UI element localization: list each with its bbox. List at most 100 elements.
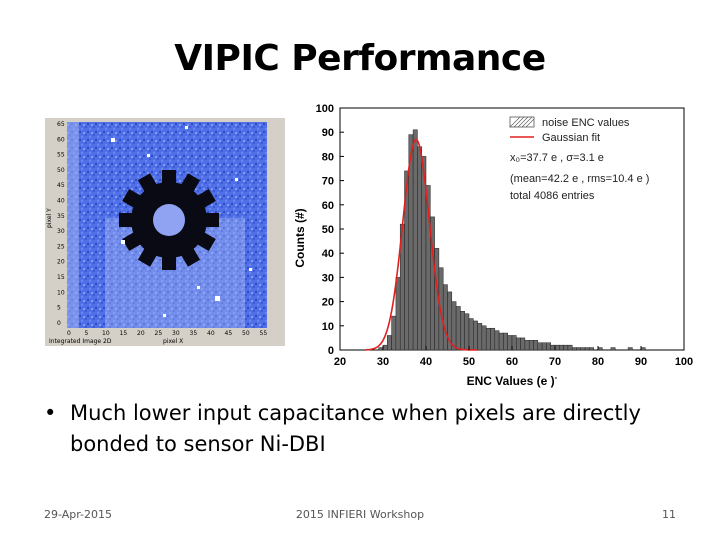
x-tick-label: 60 [506, 356, 518, 368]
histogram-bin [537, 342, 543, 351]
histogram-bin [473, 320, 478, 351]
histogram-bin [541, 342, 547, 351]
xray-x-tick-label: 30 [172, 330, 180, 337]
xray-caption: Integrated Image 2D [49, 338, 112, 345]
histogram-bin [395, 277, 401, 351]
xray-y-tick-label: 40 [57, 198, 65, 205]
histogram-bin [391, 315, 397, 351]
histogram-bin [511, 335, 517, 351]
histogram-bin [589, 347, 594, 351]
footer-date: 29-Apr-2015 [44, 508, 113, 521]
histogram-bin [640, 347, 646, 351]
histogram-bin [550, 344, 556, 351]
enc-histogram: 0 10 20 30 40 50 60 70 80 90 100 20 30 40 50 60 70 80 90 1… [293, 103, 693, 388]
xray-x-tick-label: 20 [137, 330, 145, 337]
histogram-bin [559, 344, 564, 351]
bullet-point: • Much lower input capacitance when pixe… [44, 398, 684, 460]
xray-y-tick-label: 10 [57, 289, 65, 296]
x-tick-label: 80 [592, 356, 604, 368]
bullet-text: Much lower input capacitance when pixels… [70, 401, 641, 456]
histogram-bin [477, 323, 483, 351]
slide-title: VIPIC Performance [174, 38, 546, 79]
histogram-bin [610, 347, 616, 351]
histogram-bin [490, 327, 496, 351]
y-tick-label: 60 [322, 200, 334, 212]
y-tick-label: 80 [322, 151, 334, 163]
xray-y-axis-label: pixel Y [46, 208, 53, 228]
histogram-bin [498, 332, 504, 351]
hot-pixels [111, 126, 252, 317]
histogram-bin [412, 129, 418, 351]
y-tick-label: 100 [316, 103, 334, 115]
histogram-bin [571, 347, 577, 351]
xray-y-tick-label: 20 [57, 259, 65, 266]
xray-x-tick-label: 10 [102, 330, 110, 337]
y-tick-label: 20 [322, 297, 334, 309]
histogram-bin [584, 347, 590, 351]
histogram-bin [503, 332, 508, 351]
x-tick-label: 100 [675, 356, 693, 368]
histogram-bin [387, 335, 392, 351]
histogram-bin [378, 347, 384, 351]
xray-x-tick-label: 40 [207, 330, 215, 337]
histogram-bin [528, 340, 534, 351]
y-tick-label: 50 [322, 224, 334, 236]
y-tick-label: 10 [322, 321, 334, 333]
xray-image-panel: 65 60 55 50 45 40 35 30 25 20 15 10 5 0 0 5 10 15 20 25 30 3… [45, 118, 285, 346]
xray-y-tick-label: 55 [57, 152, 65, 159]
x-axis-label: ENC Values (e )- [467, 373, 558, 388]
enc-histogram-panel: 0 10 20 30 40 50 60 70 80 90 100 20 30 40 50 60 70 80 90 1… [288, 98, 700, 390]
histogram-bin [485, 327, 491, 351]
histogram-bin [546, 342, 551, 351]
xray-y-tick-label: 60 [57, 136, 65, 143]
histogram-bin [597, 347, 603, 351]
xray-y-tick-label: 35 [57, 213, 65, 220]
histogram-bin [507, 335, 513, 351]
histogram-bin [451, 301, 457, 351]
histogram-bin [567, 344, 573, 351]
y-tick-label: 40 [322, 248, 334, 260]
histogram-bin [554, 344, 560, 351]
histogram-bin [468, 318, 474, 351]
histogram-bin [563, 344, 569, 351]
histogram-bin [576, 347, 582, 351]
xray-x-tick-label: 15 [120, 330, 128, 337]
bullet-marker: • [44, 401, 57, 425]
histogram-bin [516, 337, 521, 351]
x-tick-label: 20 [334, 356, 346, 368]
xray-y-tick-label: 5 [57, 305, 61, 312]
histogram-bin [382, 344, 388, 351]
histogram-bin [460, 311, 465, 351]
x-tick-label: 70 [549, 356, 561, 368]
xray-x-tick-label: 25 [155, 330, 163, 337]
fit-parameters: x₀=37.7 e , σ=3.1 e [510, 152, 604, 164]
xray-y-tick-label: 0 [57, 320, 61, 327]
x-tick-label: 40 [420, 356, 432, 368]
x-tick-label: 30 [377, 356, 389, 368]
histogram-bin [533, 340, 539, 351]
xray-y-tick-label: 30 [57, 228, 65, 235]
histogram-bin [494, 330, 500, 351]
y-tick-label: 0 [328, 345, 334, 357]
x-tick-label: 50 [463, 356, 475, 368]
x-tick-label: 90 [635, 356, 647, 368]
legend-entry-fit: Gaussian fit [542, 132, 600, 144]
histogram-bin [524, 340, 530, 351]
footer-event: 2015 INFIERI Workshop [295, 508, 425, 521]
slide-number: 11 [662, 508, 676, 521]
xray-x-tick-label: 55 [260, 330, 268, 337]
xray-x-tick-label: 5 [85, 330, 89, 337]
xray-x-tick-label: 50 [242, 330, 250, 337]
xray-y-tick-label: 65 [57, 121, 65, 128]
distribution-stats: (mean=42.2 e , rms=10.4 e ) [510, 173, 649, 185]
xray-x-tick-label: 35 [190, 330, 198, 337]
xray-x-tick-label: 45 [225, 330, 233, 337]
gaussian-fit-curve [365, 138, 478, 351]
histogram-bin [520, 337, 526, 351]
histogram-bin [464, 313, 470, 351]
legend-entry-noise: noise ENC values [542, 117, 630, 129]
histogram-bin [580, 347, 586, 351]
y-tick-label: 70 [322, 176, 334, 188]
xray-y-tick-label: 15 [57, 274, 65, 281]
